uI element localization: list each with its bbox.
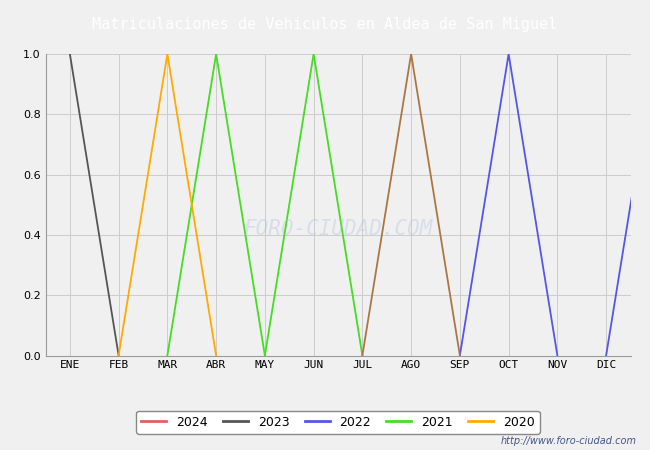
Text: Matriculaciones de Vehiculos en Aldea de San Miguel: Matriculaciones de Vehiculos en Aldea de… [92, 17, 558, 32]
Legend: 2024, 2023, 2022, 2021, 2020: 2024, 2023, 2022, 2021, 2020 [136, 411, 540, 434]
Text: FORO-CIUDAD.COM: FORO-CIUDAD.COM [243, 219, 433, 239]
Text: http://www.foro-ciudad.com: http://www.foro-ciudad.com [501, 436, 637, 446]
